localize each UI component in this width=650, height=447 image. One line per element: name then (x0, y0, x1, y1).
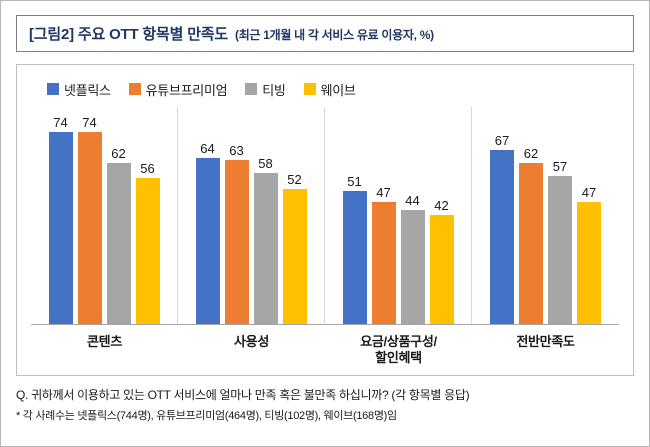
legend-label: 티빙 (262, 82, 286, 98)
category-label: 요금/상품구성/ 할인혜택 (360, 334, 437, 366)
bar-series-0 (490, 150, 514, 324)
bar-series-3 (135, 178, 160, 324)
category-group-2: 51 47 44 42 요금/상품구성/ 할인혜택 (325, 107, 472, 367)
bar-column: 58 (253, 156, 279, 324)
bar-value-label: 47 (376, 185, 391, 200)
bar-column: 67 (489, 133, 515, 324)
bar-series-2 (106, 163, 131, 324)
legend-item-0: 넷플릭스 (47, 80, 111, 99)
bar-series-3 (429, 215, 454, 324)
legend-label: 유튜브프리미엄 (145, 82, 228, 98)
bar-series-1 (371, 202, 396, 324)
legend-label: 넷플릭스 (64, 82, 111, 98)
bar-plot: 74 74 62 56 콘텐츠 64 63 58 52 사용성 51 47 44 42 요금/상품구성/ 할… (27, 107, 623, 367)
bar-column: 57 (547, 159, 573, 324)
bar-series-1 (224, 160, 249, 324)
legend-item-1: 유튜브프리미엄 (128, 80, 228, 99)
bar-value-label: 51 (347, 174, 362, 189)
category-label: 전반만족도 (516, 334, 575, 349)
bar-series-1 (77, 132, 102, 324)
bar-series-0 (342, 191, 367, 324)
bar-group: 74 74 62 56 (31, 107, 178, 325)
bar-value-label: 62 (111, 146, 126, 161)
bar-value-label: 74 (53, 115, 68, 130)
bar-column: 51 (342, 174, 368, 324)
category-group-3: 67 62 57 47 전반만족도 (472, 107, 619, 367)
category-group-0: 74 74 62 56 콘텐츠 (31, 107, 178, 367)
bar-value-label: 57 (552, 159, 568, 174)
bar-series-2 (400, 210, 425, 324)
chart-legend: 넷플릭스 유튜브프리미엄 티빙 웨이브 (27, 77, 623, 101)
bar-column: 74 (77, 115, 103, 324)
bar-value-label: 74 (82, 115, 97, 130)
bar-column: 42 (429, 198, 455, 324)
chart-area: 넷플릭스 유튜브프리미엄 티빙 웨이브 74 74 62 56 콘텐츠 64 63 58 52 사용성 5… (16, 64, 634, 376)
bar-series-0 (48, 132, 73, 324)
bar-column: 47 (576, 185, 602, 324)
bar-column: 62 (106, 146, 132, 324)
footer: Q. 귀하께서 이용하고 있는 OTT 서비스에 얼마나 만족 혹은 불만족 하… (16, 386, 634, 423)
bar-column: 52 (282, 172, 308, 324)
bar-value-label: 67 (494, 133, 510, 148)
category-label: 콘텐츠 (87, 334, 122, 349)
bar-value-label: 44 (405, 193, 420, 208)
legend-swatch (128, 83, 141, 95)
bar-column: 44 (400, 193, 426, 324)
bar-value-label: 52 (287, 172, 302, 187)
legend-label: 웨이브 (320, 82, 356, 98)
bar-series-2 (548, 176, 572, 324)
bar-column: 56 (135, 161, 161, 324)
bar-column: 74 (48, 115, 74, 324)
legend-item-3: 웨이브 (303, 80, 356, 99)
bar-column: 63 (224, 143, 250, 324)
figure-title: [그림2] 주요 OTT 항목별 만족도 (29, 26, 228, 43)
bar-value-label: 64 (200, 141, 215, 156)
bar-value-label: 42 (434, 198, 449, 213)
bar-value-label: 47 (581, 185, 597, 200)
bar-series-0 (195, 158, 220, 324)
bar-column: 64 (195, 141, 221, 324)
bar-value-label: 63 (229, 143, 244, 158)
question-text: Q. 귀하께서 이용하고 있는 OTT 서비스에 얼마나 만족 혹은 불만족 하… (16, 388, 470, 402)
figure-header: [그림2] 주요 OTT 항목별 만족도 (최근 1개월 내 각 서비스 유료 … (16, 15, 634, 52)
bar-value-label: 58 (258, 156, 273, 171)
bar-group: 67 62 57 47 (472, 107, 619, 325)
legend-item-2: 티빙 (245, 80, 286, 99)
bar-value-label: 56 (140, 161, 155, 176)
bar-value-label: 62 (523, 146, 539, 161)
bar-series-1 (519, 163, 543, 324)
note-text: * 각 사례수는 넷플릭스(744명), 유튜브프리미엄(464명), 티빙(1… (16, 410, 397, 422)
legend-swatch (245, 83, 258, 95)
category-label: 사용성 (234, 334, 269, 349)
legend-swatch (303, 83, 316, 95)
figure-subtitle: (최근 1개월 내 각 서비스 유료 이용자, %) (235, 28, 434, 42)
bar-group: 64 63 58 52 (178, 107, 325, 325)
bar-series-2 (253, 173, 278, 324)
category-group-1: 64 63 58 52 사용성 (178, 107, 325, 367)
bar-series-3 (577, 202, 601, 324)
legend-swatch (47, 83, 59, 95)
bar-column: 62 (518, 146, 544, 324)
bar-column: 47 (371, 185, 397, 324)
bar-series-3 (282, 189, 307, 324)
bar-group: 51 47 44 42 (325, 107, 472, 325)
